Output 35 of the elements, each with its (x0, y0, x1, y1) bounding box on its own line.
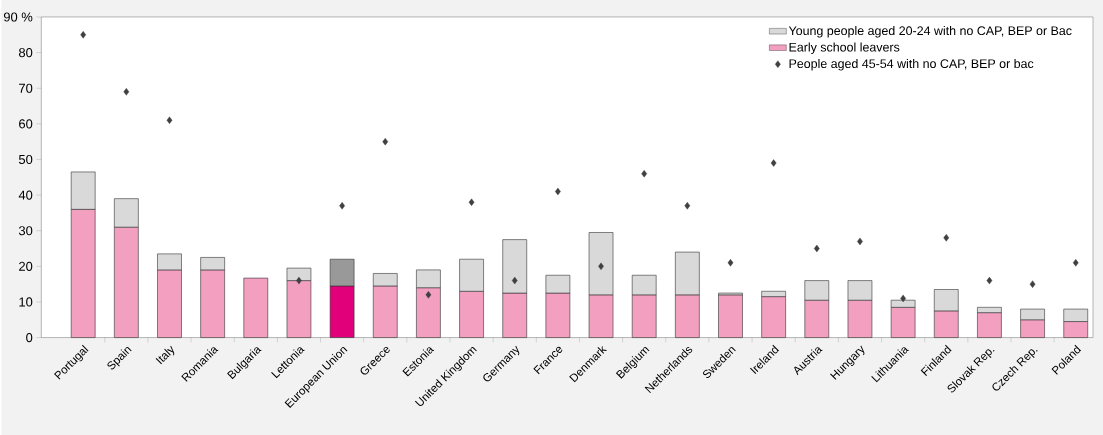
point (684, 201, 691, 210)
y-tick-label: 70 (19, 83, 33, 93)
point (1029, 280, 1036, 288)
bar (718, 294, 743, 338)
y-tick-label: 60 (19, 119, 33, 129)
point (555, 187, 561, 195)
point (641, 169, 648, 178)
y-tick-label: 20 (19, 261, 33, 271)
point (727, 258, 734, 267)
y-tick-label: 40 (18, 190, 33, 200)
point (1072, 258, 1079, 267)
point (123, 87, 130, 96)
y-tick-label: 80 (18, 47, 33, 57)
y-tick-label: 30 (18, 225, 33, 236)
legend-label: Young people aged 20-24 with no CAP, BEP or Bac (788, 25, 1072, 38)
x-tick-label: Italy (155, 345, 175, 364)
point (468, 198, 475, 206)
y-tick-label: 90 % (3, 12, 33, 22)
point (900, 294, 906, 302)
point (857, 237, 863, 245)
y-tick-label: 50 (18, 154, 33, 164)
point (943, 233, 950, 242)
point (986, 276, 993, 285)
legend-label: People aged 45-54 with no CAP, BEP or bac (789, 58, 1034, 71)
bar (243, 277, 269, 338)
point (166, 116, 173, 124)
y-tick-label: 10 (19, 297, 33, 307)
point (813, 244, 820, 252)
point (382, 137, 389, 146)
point (425, 290, 432, 299)
y-tick-label: 0 (26, 332, 33, 342)
legend-label: Early school leavers (789, 42, 900, 54)
point (598, 262, 604, 270)
point (511, 276, 518, 285)
point (770, 159, 777, 167)
